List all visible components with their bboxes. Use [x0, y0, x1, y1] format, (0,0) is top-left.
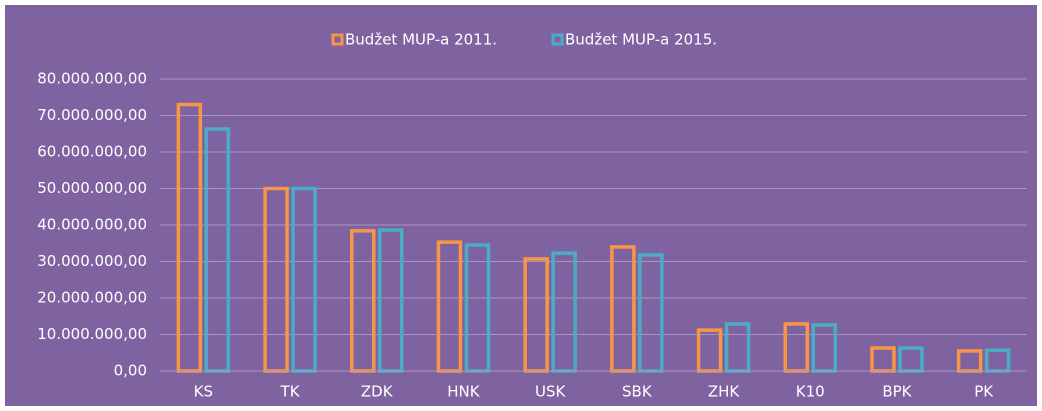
x-tick-label: ZDK [361, 383, 394, 401]
x-tick-label: PK [974, 383, 994, 401]
y-tick-label: 40.000.000,00 [37, 216, 147, 234]
x-tick-label: KS [194, 383, 213, 401]
y-tick-label: 80.000.000,00 [37, 70, 147, 88]
legend-label: Budžet MUP-a 2011. [345, 31, 497, 49]
legend-swatch [331, 33, 344, 46]
legend-swatch [551, 33, 564, 46]
x-tick-label: TK [280, 383, 301, 401]
legend-label: Budžet MUP-a 2015. [565, 31, 717, 49]
y-tick-label: 30.000.000,00 [37, 252, 147, 270]
y-tick-label: 60.000.000,00 [37, 143, 147, 161]
x-tick-label: BPK [882, 383, 912, 401]
x-tick-label: SBK [622, 383, 653, 401]
x-tick-label: HNK [447, 383, 481, 401]
x-tick-label: ZHK [708, 383, 741, 401]
x-tick-label: K10 [796, 383, 825, 401]
y-tick-label: 20.000.000,00 [37, 289, 147, 307]
y-tick-label: 0,00 [114, 362, 147, 380]
y-tick-label: 70.000.000,00 [37, 106, 147, 124]
chart-background [5, 5, 1037, 406]
y-tick-label: 10.000.000,00 [37, 325, 147, 343]
x-tick-label: USK [535, 383, 567, 401]
y-tick-label: 50.000.000,00 [37, 179, 147, 197]
